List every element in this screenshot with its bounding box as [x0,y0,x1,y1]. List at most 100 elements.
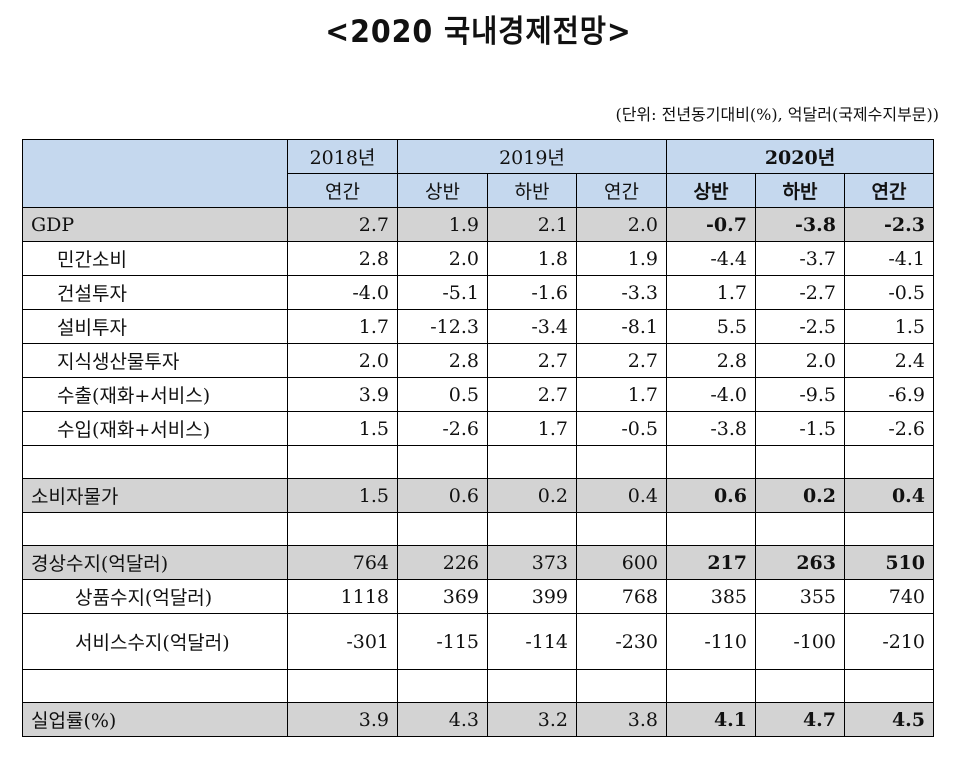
value-cell: -8.1 [576,309,667,344]
value-cell: 4.3 [397,702,488,737]
value-cell: -110 [666,613,756,670]
value-cell: 1.9 [576,241,667,276]
value-cell: -0.7 [666,207,756,242]
value-cell: 0.5 [397,377,488,412]
economic-outlook-table: 2018년 2019년 2020년 연간 상반 하반 연간 상반 하반 연간 G… [22,139,934,737]
table-row-goods-balance: 상품수지(억달러) 1118 369 399 768 385 355 740 [22,579,934,614]
table-row-unemployment: 실업률(%) 3.9 4.3 3.2 3.8 4.1 4.7 4.5 [22,702,934,737]
value-cell: -3.8 [755,207,845,242]
table-row-spacer [22,445,934,479]
row-label: 설비투자 [22,309,288,344]
value-cell: -230 [576,613,667,670]
value-cell: 0.4 [844,478,934,513]
table-row-private-consumption: 민간소비 2.8 2.0 1.8 1.9 -4.4 -3.7 -4.1 [22,241,934,276]
value-cell: 600 [576,545,667,580]
value-cell: 0.4 [576,478,667,513]
value-cell: 3.8 [576,702,667,737]
header-corner-cell [22,139,288,208]
value-cell: 0.6 [666,478,756,513]
value-cell: 2.0 [397,241,488,276]
value-cell: -4.0 [666,377,756,412]
value-cell: -12.3 [397,309,488,344]
value-cell: 2.7 [576,343,667,378]
table-row-gdp: GDP 2.7 1.9 2.1 2.0 -0.7 -3.8 -2.3 [22,207,934,242]
value-cell: 373 [487,545,577,580]
value-cell: -210 [844,613,934,670]
value-cell: 5.5 [666,309,756,344]
value-cell: -6.9 [844,377,934,412]
value-cell: 1.5 [287,478,398,513]
row-label: GDP [22,207,288,242]
value-cell: -1.6 [487,275,577,310]
value-cell: 1.7 [666,275,756,310]
row-label: 수출(재화+서비스) [22,377,288,412]
value-cell: 2.8 [287,241,398,276]
value-cell: 399 [487,579,577,614]
table-row-current-account: 경상수지(억달러) 764 226 373 600 217 263 510 [22,545,934,580]
period-header: 연간 [287,173,398,208]
value-cell: 2.0 [576,207,667,242]
value-cell: 740 [844,579,934,614]
table-row-equipment-investment: 설비투자 1.7 -12.3 -3.4 -8.1 5.5 -2.5 1.5 [22,309,934,344]
value-cell: -2.6 [397,411,488,446]
header-row-periods: 연간 상반 하반 연간 상반 하반 연간 [23,173,934,208]
row-label: 실업률(%) [22,702,288,737]
period-header: 연간 [576,173,667,208]
year-header-2020: 2020년 [666,139,934,174]
value-cell: -2.5 [755,309,845,344]
row-label: 민간소비 [22,241,288,276]
value-cell: 1.5 [287,411,398,446]
value-cell: 1.5 [844,309,934,344]
year-header-2019: 2019년 [397,139,667,174]
period-header: 하반 [487,173,577,208]
value-cell: -115 [397,613,488,670]
value-cell: 1.7 [487,411,577,446]
value-cell: 1.7 [576,377,667,412]
table-row-services-balance: 서비스수지(억달러) -301 -115 -114 -230 -110 -100… [22,613,934,670]
year-header-2018: 2018년 [287,139,398,174]
table-row-ip-investment: 지식생산물투자 2.0 2.8 2.7 2.7 2.8 2.0 2.4 [22,343,934,378]
value-cell: -3.8 [666,411,756,446]
value-cell: 0.2 [755,478,845,513]
unit-note: (단위: 전년동기대비(%), 억달러(국제수지부문)) [615,105,939,124]
value-cell: 2.7 [487,377,577,412]
value-cell: 1.8 [487,241,577,276]
value-cell: 0.6 [397,478,488,513]
value-cell: 3.9 [287,702,398,737]
value-cell: 2.0 [287,343,398,378]
row-label: 서비스수지(억달러) [22,613,288,670]
value-cell: -4.0 [287,275,398,310]
value-cell: -2.7 [755,275,845,310]
value-cell: 226 [397,545,488,580]
value-cell: 764 [287,545,398,580]
table-row-spacer [22,512,934,546]
value-cell: 3.9 [287,377,398,412]
value-cell: 4.1 [666,702,756,737]
table-row-spacer [22,669,934,703]
value-cell: 2.8 [397,343,488,378]
value-cell: -4.1 [844,241,934,276]
value-cell: -100 [755,613,845,670]
value-cell: -301 [287,613,398,670]
period-header: 상반 [666,173,756,208]
value-cell: -2.3 [844,207,934,242]
value-cell: 2.7 [287,207,398,242]
header-row-years: 2018년 2019년 2020년 [22,139,934,208]
page-title: <2020 국내경제전망> [325,14,632,50]
period-header: 상반 [397,173,488,208]
value-cell: -1.5 [755,411,845,446]
row-label: 소비자물가 [22,478,288,513]
value-cell: 3.2 [487,702,577,737]
row-label: 상품수지(억달러) [22,579,288,614]
value-cell: 1.7 [287,309,398,344]
value-cell: 4.5 [844,702,934,737]
value-cell: 4.7 [755,702,845,737]
value-cell: -2.6 [844,411,934,446]
value-cell: 385 [666,579,756,614]
value-cell: -3.4 [487,309,577,344]
value-cell: 1118 [287,579,398,614]
row-label: 건설투자 [22,275,288,310]
value-cell: 369 [397,579,488,614]
value-cell: -0.5 [576,411,667,446]
value-cell: 2.0 [755,343,845,378]
